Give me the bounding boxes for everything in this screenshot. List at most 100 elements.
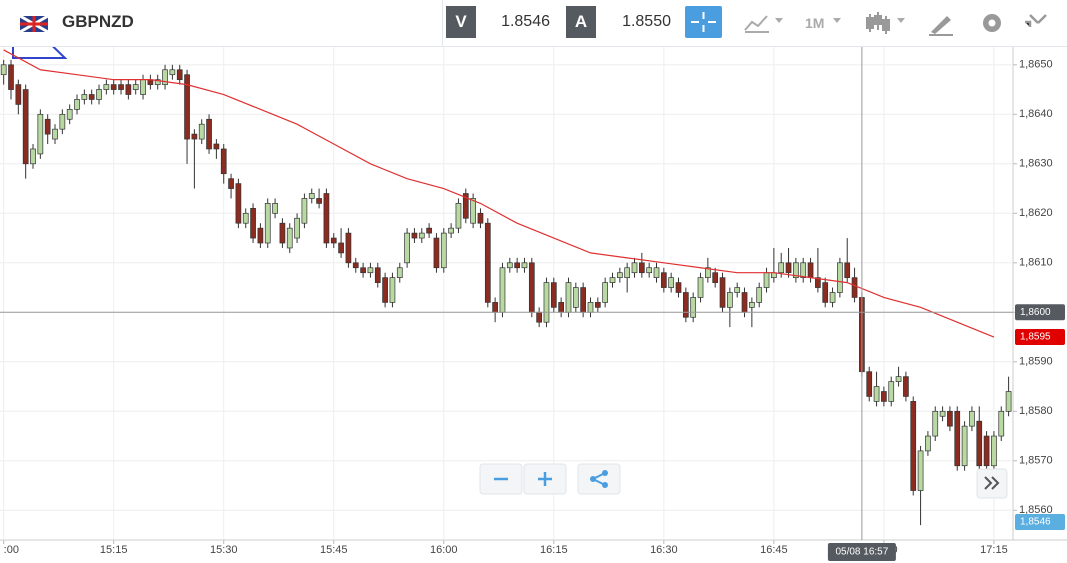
candle-body [778,262,785,274]
share-dot [590,476,596,482]
candle-body [660,272,667,288]
candle-body [286,227,293,249]
share-button[interactable] [577,463,621,495]
candle-body [506,262,513,269]
flag-icon [19,14,49,34]
candle-body [991,435,997,467]
candle-body [74,99,80,110]
candle-body [308,193,315,199]
candle-body [426,227,432,234]
candle-body [433,237,440,269]
x-tick-label: 15:15 [100,544,128,556]
candle-body [81,94,88,100]
candle-body [616,272,623,279]
candle-body [807,262,814,279]
price-label-box [1015,514,1065,530]
candle-body [44,118,51,135]
candle-body [22,89,29,165]
timeframe[interactable]: 1M [805,15,825,31]
candle-body [602,282,609,303]
candle-type-button[interactable] [866,12,890,34]
candle-body [917,450,924,491]
candle-body [484,222,491,303]
candle-body [653,267,660,279]
candle-body [514,262,520,269]
candle-body [719,277,726,308]
bid-price[interactable]: 1.8546 [501,13,550,30]
y-tick-label: 1,8620 [1019,207,1053,219]
candle-body [118,84,124,90]
candle-body [572,287,579,308]
bid-label[interactable]: V [446,6,476,38]
candle-body [140,79,146,95]
candle-body [550,282,557,308]
candle-body [470,198,476,224]
candle-body [455,203,462,229]
settings-button[interactable] [983,14,1001,32]
y-tick-label: 1,8590 [1019,356,1053,368]
candle-body [580,287,587,313]
candle-body [37,113,44,155]
candle-body [213,143,220,150]
candle-body [462,193,469,219]
candle-body [638,262,645,274]
candle-body [866,371,873,397]
chart-type-button[interactable] [744,15,769,33]
candle-body [125,84,132,95]
candle-body [734,287,741,293]
candle-body [257,227,264,244]
x-tick-label: 16:30 [650,544,678,556]
candle-body [903,376,909,397]
candle-body [176,69,183,81]
ask-label[interactable]: A [566,6,596,38]
candle-body [396,267,403,279]
price-label: 1,8546 [1020,517,1051,528]
candle-body [998,410,1005,437]
candle-body [565,282,572,313]
candle-body [749,302,755,308]
symbol: GBPNZD [62,12,134,31]
crosshair-x-box [827,543,896,561]
chevron [984,476,993,490]
candle-body [947,410,953,427]
candle-body [609,277,616,283]
candle-body [323,193,330,244]
candle-body [169,69,176,76]
candle-body [404,232,410,264]
candle-body [668,277,675,288]
moving-average [3,49,995,338]
ask-price[interactable]: 1.8550 [622,13,671,30]
candle-body [800,262,807,279]
crosshair-button[interactable] [685,6,722,38]
x-tick-label: 16:45 [760,544,788,556]
candle-body [301,198,308,224]
candle-body [448,227,454,234]
candle-body [206,118,212,150]
candle-body [382,277,388,303]
candle-body [330,237,337,244]
y-tick-label: 1,8560 [1019,504,1053,516]
candle-body [191,133,198,140]
candle-body [815,277,821,288]
x-tick-label: 16:00 [430,544,458,556]
candle-body [1005,391,1012,412]
draw-button[interactable] [929,16,953,36]
candle-body [30,148,36,165]
candle-body [785,262,792,274]
candle-body [367,267,374,274]
candle-body [162,69,168,85]
candle-body [727,292,733,308]
x-tick-label: 17:15 [980,544,1008,556]
candle-body [492,302,498,313]
candle-body [910,401,917,491]
collapse-button[interactable] [1024,14,1047,33]
candle-body [851,277,858,298]
share-dot [602,470,608,476]
candle-body [793,262,799,279]
candle-body [954,410,961,467]
candle-body [345,232,352,264]
candle-body [675,282,682,293]
scroll-end-button[interactable] [976,468,1008,499]
candle-body [925,435,931,452]
